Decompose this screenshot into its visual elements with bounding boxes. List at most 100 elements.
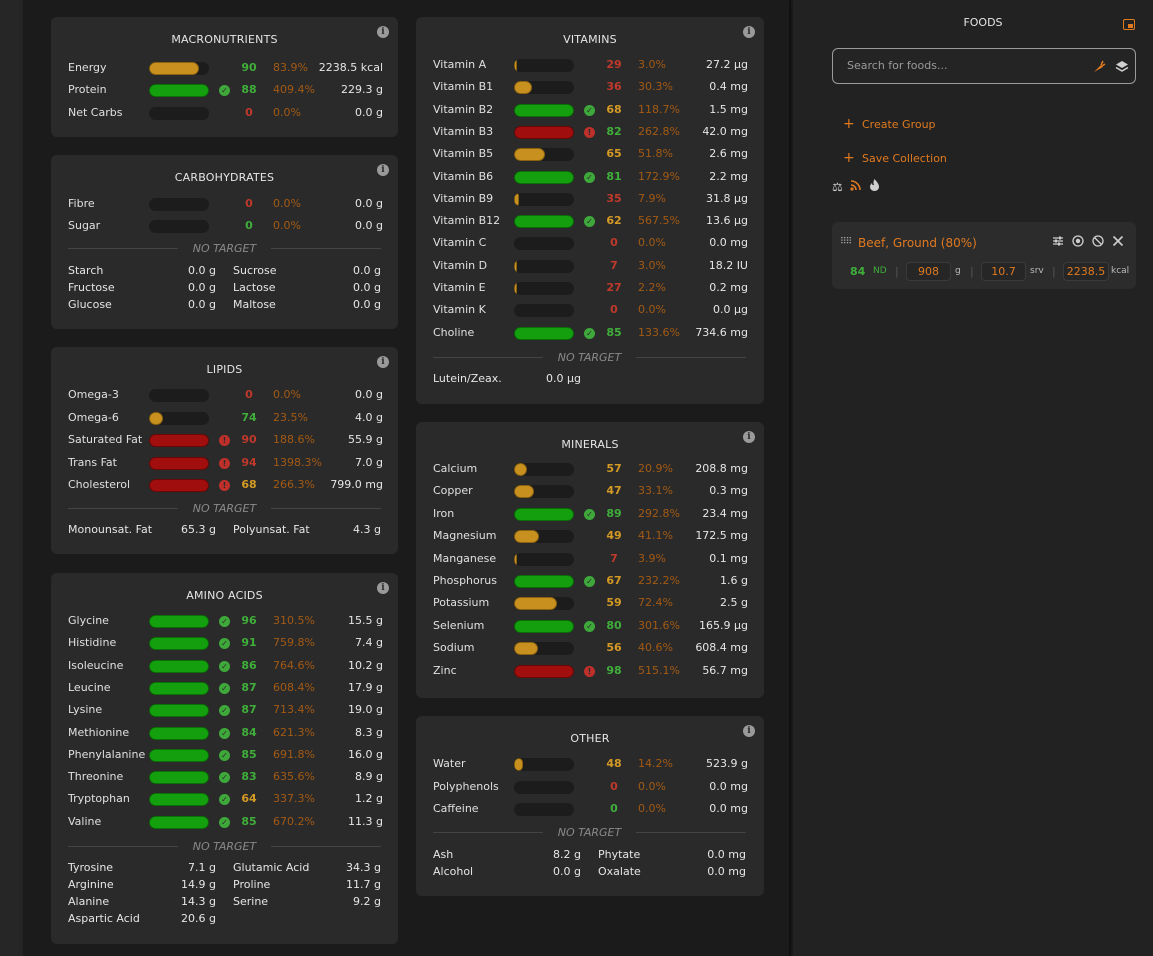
- nutrient-row[interactable]: Vitamin B12 ✓ 62 567.5% 13.6 µg: [433, 213, 748, 229]
- nutrient-row[interactable]: Vitamin B1 36 30.3% 0.4 mg: [433, 79, 748, 95]
- layers-icon[interactable]: [1115, 60, 1129, 74]
- nutrient-row[interactable]: Histidine ✓ 91 759.8% 7.4 g: [68, 635, 383, 651]
- nutrient-row[interactable]: Phenylalanine ✓ 85 691.8% 16.0 g: [68, 747, 383, 763]
- nutrient-row[interactable]: Trans Fat! 94 1398.3% 7.0 g: [68, 455, 383, 471]
- divider-line: [68, 248, 178, 249]
- info-icon[interactable]: i: [743, 26, 755, 38]
- nutrient-row[interactable]: Phosphorus ✓ 67 232.2% 1.6 g: [433, 573, 748, 589]
- nutrient-row[interactable]: Leucine ✓ 87 608.4% 17.9 g: [68, 680, 383, 696]
- grams-input[interactable]: 908: [906, 262, 951, 281]
- nutrient-percent: 188.6%: [273, 433, 315, 446]
- nutrient-row[interactable]: Fibre 0 0.0% 0.0 g: [68, 196, 383, 212]
- info-icon[interactable]: i: [377, 164, 389, 176]
- nutrient-row[interactable]: Vitamin A 29 3.0% 27.2 µg: [433, 57, 748, 73]
- nutrient-row[interactable]: Valine ✓ 85 670.2% 11.3 g: [68, 814, 383, 830]
- nutrient-row[interactable]: Magnesium 49 41.1% 172.5 mg: [433, 528, 748, 544]
- nutrient-row[interactable]: Tryptophan ✓ 64 337.3% 1.2 g: [68, 791, 383, 807]
- untargeted-value: 20.6 g: [181, 912, 216, 925]
- progress-fill: [149, 681, 209, 695]
- nutrient-row[interactable]: Copper 47 33.1% 0.3 mg: [433, 483, 748, 499]
- untargeted-label: Lactose: [233, 281, 276, 294]
- ban-icon[interactable]: [1088, 235, 1108, 250]
- nutrient-row[interactable]: Selenium ✓ 80 301.6% 165.9 µg: [433, 618, 748, 634]
- nutrient-row[interactable]: Water 48 14.2% 523.9 g: [433, 756, 748, 772]
- kcal-input[interactable]: 2238.5: [1063, 262, 1109, 281]
- nutrient-row[interactable]: Vitamin C 0 0.0% 0.0 mg: [433, 235, 748, 251]
- nutrient-row[interactable]: Glycine ✓ 96 310.5% 15.5 g: [68, 613, 383, 629]
- nutrient-row[interactable]: Methionine ✓ 84 621.3% 8.3 g: [68, 725, 383, 741]
- check-circle-icon: ✓: [584, 216, 595, 228]
- nutrient-row[interactable]: Iron ✓ 89 292.8% 23.4 mg: [433, 506, 748, 522]
- nutrient-row[interactable]: Vitamin B2 ✓ 68 118.7% 1.5 mg: [433, 102, 748, 118]
- nutrient-row[interactable]: Threonine ✓ 83 635.6% 8.9 g: [68, 769, 383, 785]
- nutrient-row[interactable]: Net Carbs 0 0.0% 0.0 g: [68, 105, 383, 121]
- scale-icon[interactable]: ⚖: [832, 180, 843, 194]
- nutrient-row[interactable]: Isoleucine ✓ 86 764.6% 10.2 g: [68, 658, 383, 674]
- progress-bar: [514, 619, 574, 633]
- nutrient-amount: 8.3 g: [355, 725, 383, 739]
- nutrient-row[interactable]: Manganese 7 3.9% 0.1 mg: [433, 551, 748, 567]
- carrot-icon[interactable]: [1092, 60, 1106, 74]
- nutrient-row[interactable]: Vitamin K 0 0.0% 0.0 µg: [433, 302, 748, 318]
- save-collection-button[interactable]: + Save Collection: [843, 150, 947, 166]
- nutrient-row[interactable]: Sodium 56 40.6% 608.4 mg: [433, 640, 748, 656]
- nutrient-percent: 515.1%: [638, 663, 680, 677]
- nutrient-row[interactable]: Choline ✓ 85 133.6% 734.6 mg: [433, 325, 748, 341]
- info-icon[interactable]: i: [377, 582, 389, 594]
- food-name[interactable]: Beef, Ground (80%): [858, 236, 977, 250]
- nutrient-row[interactable]: Vitamin B3! 82 262.8% 42.0 mg: [433, 124, 748, 140]
- plus-icon: +: [843, 116, 855, 132]
- nutrient-row[interactable]: Omega-6 74 23.5% 4.0 g: [68, 410, 383, 426]
- nutrient-row[interactable]: Vitamin B6 ✓ 81 172.9% 2.2 mg: [433, 169, 748, 185]
- servings-input[interactable]: 10.7: [981, 262, 1026, 281]
- progress-bar: [514, 780, 574, 794]
- nutrient-row[interactable]: Vitamin D 7 3.0% 18.2 IU: [433, 258, 748, 274]
- nutrient-row[interactable]: Polyphenols 0 0.0% 0.0 mg: [433, 779, 748, 795]
- section-title: MACRONUTRIENTS: [171, 33, 278, 46]
- progress-fill: [514, 81, 533, 95]
- nutrient-row[interactable]: Energy 90 83.9% 2238.5 kcal: [68, 60, 383, 76]
- nutrient-row[interactable]: Caffeine 0 0.0% 0.0 mg: [433, 801, 748, 817]
- nutrient-row[interactable]: Omega-3 0 0.0% 0.0 g: [68, 387, 383, 403]
- left-gutter: [0, 0, 23, 956]
- vitamins-card: VITAMINS i Vitamin A 29 3.0% 27.2 µg Vitamin B…: [416, 17, 764, 404]
- picture-in-picture-icon[interactable]: [1123, 19, 1135, 30]
- nutrient-row[interactable]: Protein ✓ 88 409.4% 229.3 g: [68, 82, 383, 98]
- rss-icon[interactable]: [850, 179, 862, 194]
- untargeted-value: 0.0 µg: [546, 372, 581, 385]
- nutrient-label: Trans Fat: [68, 455, 117, 469]
- nutrient-row[interactable]: Potassium 59 72.4% 2.5 g: [433, 595, 748, 611]
- flame-icon[interactable]: [869, 179, 880, 194]
- info-icon[interactable]: i: [377, 356, 389, 368]
- progress-bar: [514, 326, 574, 340]
- untargeted-label: Sucrose: [233, 264, 277, 277]
- nutrient-row[interactable]: Vitamin B9 35 7.9% 31.8 µg: [433, 191, 748, 207]
- info-icon[interactable]: i: [377, 26, 389, 38]
- untargeted-label: Phytate: [598, 848, 641, 861]
- nutrient-percent: 2.2%: [638, 281, 666, 294]
- food-item-card[interactable]: ⠿⠿ Beef, Ground (80%) 84 ND | 908 g: [832, 222, 1136, 289]
- divider-line: [433, 832, 543, 833]
- nutrient-row[interactable]: Vitamin E 27 2.2% 0.2 mg: [433, 280, 748, 296]
- progress-fill: [514, 170, 574, 184]
- close-icon[interactable]: [1108, 235, 1128, 250]
- nutrient-label: Glycine: [68, 614, 109, 627]
- info-icon[interactable]: i: [743, 431, 755, 443]
- info-icon[interactable]: i: [743, 725, 755, 737]
- check-circle-icon: ✓: [219, 638, 230, 650]
- untargeted-item: Serine 9.2 g: [233, 895, 381, 910]
- nutrient-label: Omega-3: [68, 388, 119, 401]
- target-icon[interactable]: [1068, 235, 1088, 250]
- create-group-button[interactable]: + Create Group: [843, 116, 936, 132]
- nutrient-row[interactable]: Sugar 0 0.0% 0.0 g: [68, 218, 383, 234]
- nutrient-row[interactable]: Zinc! 98 515.1% 56.7 mg: [433, 663, 748, 679]
- nutrient-row[interactable]: Lysine ✓ 87 713.4% 19.0 g: [68, 702, 383, 718]
- drag-handle-icon[interactable]: ⠿⠿: [840, 237, 852, 247]
- nutrient-label: Zinc: [433, 663, 457, 677]
- search-input[interactable]: [847, 59, 1077, 72]
- nutrient-row[interactable]: Cholesterol! 68 266.3% 799.0 mg: [68, 477, 383, 493]
- nutrient-row[interactable]: Calcium 57 20.9% 208.8 mg: [433, 461, 748, 477]
- nutrient-row[interactable]: Vitamin B5 65 51.8% 2.6 mg: [433, 146, 748, 162]
- nutrient-row[interactable]: Saturated Fat! 90 188.6% 55.9 g: [68, 432, 383, 448]
- sliders-icon[interactable]: [1048, 235, 1068, 250]
